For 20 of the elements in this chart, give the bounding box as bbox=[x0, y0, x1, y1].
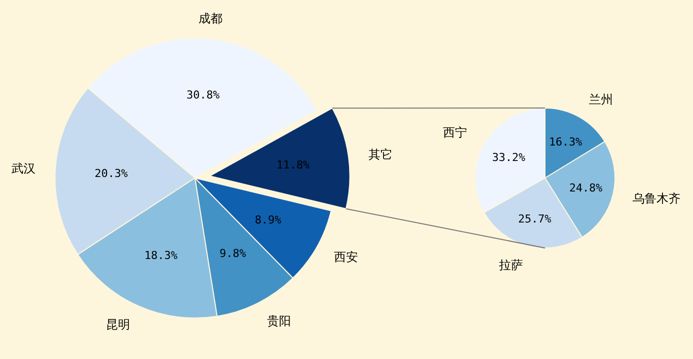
data-label: 11.8% bbox=[276, 158, 310, 172]
slice-label: 西宁 bbox=[443, 126, 468, 140]
slice-label: 兰州 bbox=[589, 92, 614, 107]
slice-label: 拉萨 bbox=[498, 258, 523, 272]
data-label: 24.8% bbox=[569, 182, 603, 195]
slice-label: 其它 bbox=[368, 147, 392, 162]
slice-label: 成都 bbox=[198, 12, 222, 26]
data-label: 16.3% bbox=[549, 135, 583, 148]
data-label: 30.8% bbox=[186, 88, 220, 102]
slice-label: 西安 bbox=[334, 250, 358, 264]
slice-label: 贵阳 bbox=[267, 314, 292, 328]
data-label: 18.3% bbox=[144, 248, 178, 262]
slice-label: 乌鲁木齐 bbox=[632, 192, 681, 206]
slice-label: 昆明 bbox=[106, 317, 130, 332]
data-label: 9.8% bbox=[220, 247, 246, 260]
data-label: 25.7% bbox=[518, 212, 552, 226]
data-label: 8.9% bbox=[254, 213, 282, 226]
data-label: 33.2% bbox=[492, 150, 526, 164]
data-label: 20.3% bbox=[94, 166, 128, 180]
slice-label: 武汉 bbox=[11, 161, 36, 176]
